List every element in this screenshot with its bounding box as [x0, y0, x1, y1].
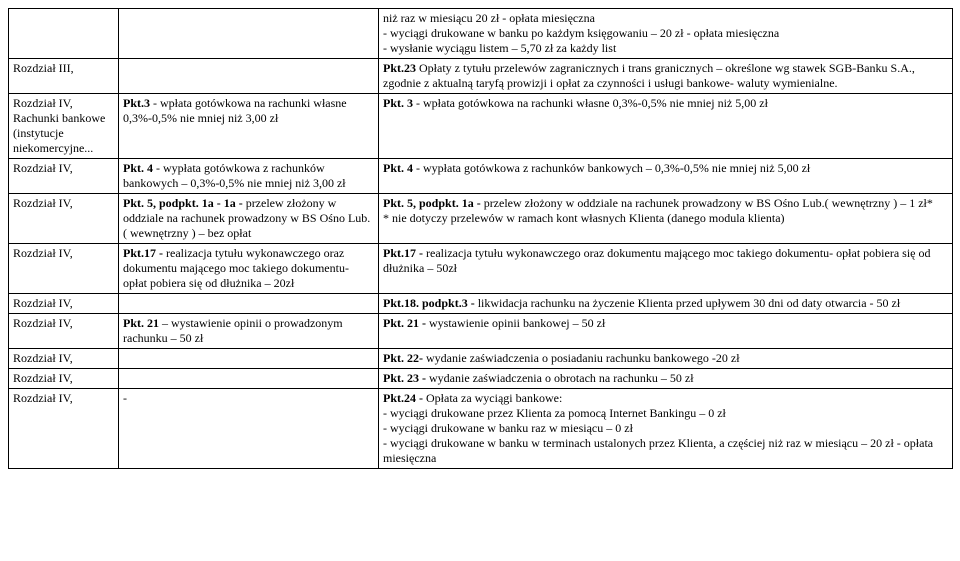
cell-section: Rozdział IV, — [9, 244, 119, 294]
cell-section: Rozdział IV, Rachunki bankowe (instytucj… — [9, 94, 119, 159]
cell-new: Pkt.17 ‑ realizacja tytułu wykonawczego … — [379, 244, 953, 294]
table-row: Rozdział III, Pkt.23 Opłaty z tytułu prz… — [9, 59, 953, 94]
table-row: Rozdział IV, ‑ Pkt.24 ‑ Opłata za wyciąg… — [9, 389, 953, 469]
cell-section: Rozdział IV, — [9, 349, 119, 369]
cell-section: Rozdział IV, — [9, 159, 119, 194]
tariff-table: niż raz w miesiącu 20 zł ‑ opłata miesię… — [8, 8, 953, 469]
cell-section: Rozdział IV, — [9, 314, 119, 349]
cell-new: Pkt. 21 ‑ wystawienie opinii bankowej – … — [379, 314, 953, 349]
cell-new: Pkt. 22‑ wydanie zaświadczenia o posiada… — [379, 349, 953, 369]
cell-new: Pkt. 23 ‑ wydanie zaświadczenia o obrota… — [379, 369, 953, 389]
table-row: Rozdział IV, Rachunki bankowe (instytucj… — [9, 94, 953, 159]
cell-old: ‑ — [119, 389, 379, 469]
cell-new: Pkt.18. podpkt.3 ‑ likwidacja rachunku n… — [379, 294, 953, 314]
cell-new: Pkt.24 ‑ Opłata za wyciągi bankowe:‑ wyc… — [379, 389, 953, 469]
table-row: Rozdział IV, Pkt. 4 ‑ wypłata gotówkowa … — [9, 159, 953, 194]
cell-old: Pkt.17 ‑ realizacja tytułu wykonawczego … — [119, 244, 379, 294]
cell-new: Pkt. 3 ‑ wpłata gotówkowa na rachunki wł… — [379, 94, 953, 159]
cell-section: Rozdział IV, — [9, 369, 119, 389]
cell-new: niż raz w miesiącu 20 zł ‑ opłata miesię… — [379, 9, 953, 59]
table-row: niż raz w miesiącu 20 zł ‑ opłata miesię… — [9, 9, 953, 59]
cell-old — [119, 349, 379, 369]
cell-section: Rozdział IV, — [9, 389, 119, 469]
table-row: Rozdział IV, Pkt.18. podpkt.3 ‑ likwidac… — [9, 294, 953, 314]
table-row: Rozdział IV, Pkt. 22‑ wydanie zaświadcze… — [9, 349, 953, 369]
table-row: Rozdział IV, Pkt. 23 ‑ wydanie zaświadcz… — [9, 369, 953, 389]
cell-old: Pkt. 21 – wystawienie opinii o prowadzon… — [119, 314, 379, 349]
cell-old: Pkt.3 ‑ wpłata gotówkowa na rachunki wła… — [119, 94, 379, 159]
table-row: Rozdział IV, Pkt.17 ‑ realizacja tytułu … — [9, 244, 953, 294]
cell-old — [119, 369, 379, 389]
cell-section: Rozdział IV, — [9, 194, 119, 244]
cell-old: Pkt. 4 ‑ wypłata gotówkowa z rachunków b… — [119, 159, 379, 194]
table-row: Rozdział IV, Pkt. 21 – wystawienie opini… — [9, 314, 953, 349]
cell-section — [9, 9, 119, 59]
cell-section: Rozdział III, — [9, 59, 119, 94]
cell-new: Pkt. 5, podpkt. 1a ‑ przelew złożony w o… — [379, 194, 953, 244]
cell-new: Pkt.23 Opłaty z tytułu przelewów zagrani… — [379, 59, 953, 94]
cell-old — [119, 294, 379, 314]
cell-old: Pkt. 5, podpkt. 1a ‑ 1a ‑ przelew złożon… — [119, 194, 379, 244]
cell-new: Pkt. 4 ‑ wypłata gotówkowa z rachunków b… — [379, 159, 953, 194]
cell-old — [119, 9, 379, 59]
cell-section: Rozdział IV, — [9, 294, 119, 314]
table-row: Rozdział IV, Pkt. 5, podpkt. 1a ‑ 1a ‑ p… — [9, 194, 953, 244]
cell-old — [119, 59, 379, 94]
